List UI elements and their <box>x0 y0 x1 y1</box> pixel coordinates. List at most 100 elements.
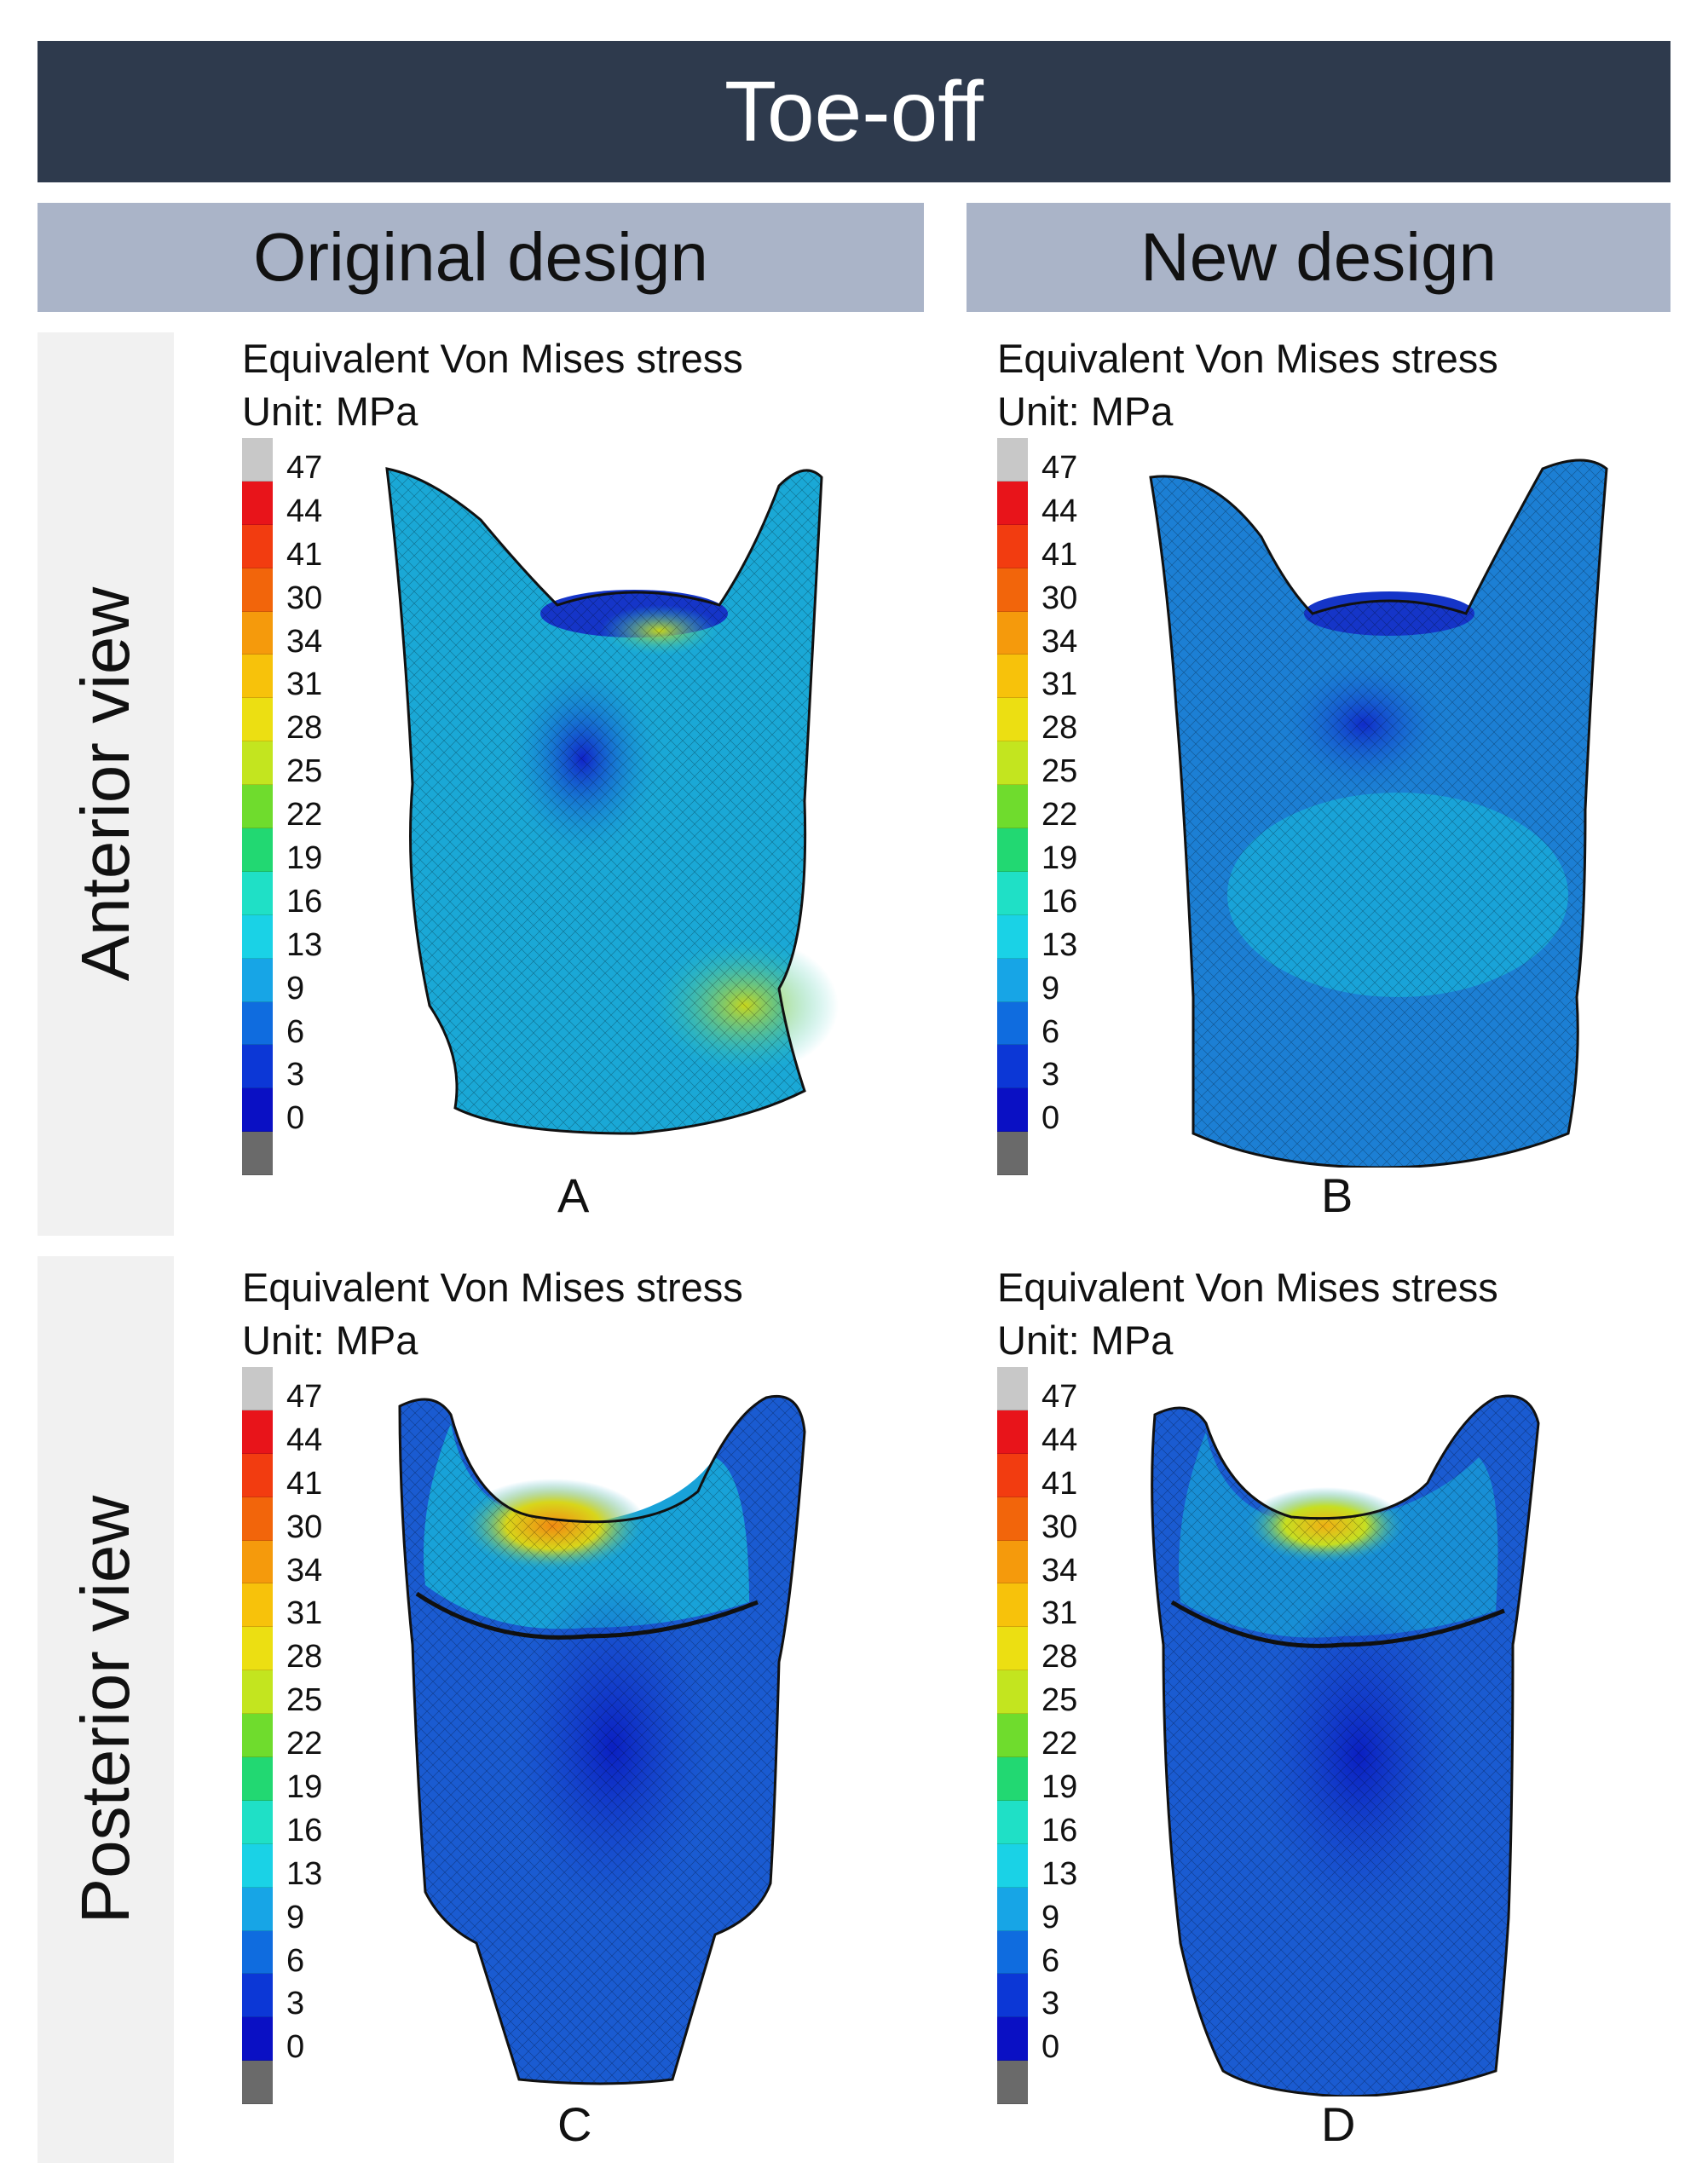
colorbar-tick-label: 44 <box>286 493 323 529</box>
stress-model-c <box>398 1394 806 2085</box>
colorbar-ticks: 47 44 41 30 34 31 28 25 22 19 16 13 9 6 3 0 <box>286 438 322 1140</box>
colorbar-segment <box>997 2061 1028 2105</box>
colorbar-segment <box>997 1974 1028 2018</box>
stress-model-d <box>1151 1394 1540 2096</box>
colorbar-tick-label: 34 <box>1042 1552 1078 1589</box>
legend-unit: Unit: MPa <box>997 389 1174 434</box>
colorbar-tick-label: 9 <box>1042 970 1060 1006</box>
colorbar-tick-label: 30 <box>286 580 323 616</box>
colorbar-segment <box>997 1757 1028 1801</box>
stress-model-b <box>1149 458 1608 1168</box>
colorbar-tick-label: 31 <box>286 666 323 703</box>
colorbar-tick-label: 25 <box>286 1682 323 1719</box>
colorbar-tick-label: 34 <box>286 623 323 660</box>
colorbar-segment <box>997 1088 1028 1133</box>
legend-title-block: Equivalent Von Mises stress Unit: MPa <box>997 332 1498 438</box>
colorbar-ticks: 47 44 41 30 34 31 28 25 22 19 16 13 9 6 3 0 <box>286 1367 322 2069</box>
colorbar-tick-label: 9 <box>1042 1899 1060 1935</box>
colorbar-segment <box>242 1453 273 1497</box>
colorbar-tick-label: 19 <box>286 1769 323 1806</box>
stress-model-a <box>385 467 839 1135</box>
colorbar-tick-label: 30 <box>286 1508 323 1545</box>
colorbar-tick-label: 3 <box>286 1057 305 1093</box>
colorbar-segment <box>997 481 1028 525</box>
colorbar-segment <box>997 438 1028 482</box>
colorbar-tick-label: 47 <box>286 1379 323 1415</box>
colorbar-segment <box>997 914 1028 959</box>
colorbar-tick-label: 3 <box>1042 1057 1060 1093</box>
colorbar-segment <box>242 958 273 1002</box>
colorbar-tick-label: 28 <box>1042 1639 1078 1675</box>
colorbar-segment <box>997 611 1028 655</box>
colorbar-tick-label: 6 <box>286 1013 305 1050</box>
colorbar-segment <box>997 741 1028 786</box>
colorbar-segment <box>242 1088 273 1133</box>
colorbar-segment <box>242 828 273 872</box>
colorbar-segment <box>997 2017 1028 2062</box>
colorbar-segment <box>242 1045 273 1089</box>
colorbar-segment <box>997 1540 1028 1584</box>
colorbar-segment <box>997 1453 1028 1497</box>
colorbar-segment <box>242 698 273 742</box>
colorbar-tick-label: 6 <box>1042 1942 1060 1979</box>
colorbar-segment <box>242 1583 273 1628</box>
colorbar <box>997 438 1028 1176</box>
colorbar-segment <box>997 1132 1028 1176</box>
colorbar-segment <box>997 1670 1028 1715</box>
colorbar-segment <box>242 2061 273 2105</box>
colorbar-ticks: 47 44 41 30 34 31 28 25 22 19 16 13 9 6 3 0 <box>1042 438 1077 1140</box>
colorbar-tick-label: 25 <box>286 753 323 790</box>
panel-d: Equivalent Von Mises stress Unit: MPa 47… <box>997 1261 1708 2165</box>
colorbar-segment <box>242 1001 273 1046</box>
legend-title-block: Equivalent Von Mises stress Unit: MPa <box>242 332 743 438</box>
legend-title: Equivalent Von Mises stress <box>242 336 743 381</box>
panel-b: Equivalent Von Mises stress Unit: MPa 47… <box>997 332 1708 1236</box>
colorbar-segment <box>242 655 273 699</box>
colorbar-tick-label: 6 <box>286 1942 305 1979</box>
legend-unit: Unit: MPa <box>242 1318 418 1363</box>
colorbar-tick-label: 22 <box>286 1726 323 1762</box>
colorbar-tick-label: 41 <box>1042 1465 1078 1502</box>
colorbar-tick-label: 16 <box>286 1812 323 1848</box>
colorbar-segment <box>242 1132 273 1176</box>
row-label-anterior-text: Anterior view <box>67 586 144 982</box>
row-label-posterior-text: Posterior view <box>67 1495 144 1924</box>
colorbar-tick-label: 31 <box>1042 1595 1078 1632</box>
colorbar-segment <box>242 1887 273 1931</box>
colorbar-segment <box>242 568 273 612</box>
colorbar-tick-label: 13 <box>286 926 323 963</box>
column-header-original: Original design <box>38 203 924 312</box>
legend-unit: Unit: MPa <box>242 389 418 434</box>
colorbar-segment <box>242 741 273 786</box>
colorbar-tick-label: 30 <box>1042 580 1078 616</box>
colorbar-segment <box>242 1930 273 1975</box>
colorbar-ticks: 47 44 41 30 34 31 28 25 22 19 16 13 9 6 3 0 <box>1042 1367 1077 2069</box>
colorbar-segment <box>997 1800 1028 1844</box>
colorbar-tick-label: 13 <box>1042 1855 1078 1892</box>
colorbar <box>242 1367 273 2105</box>
colorbar-segment <box>242 1714 273 1758</box>
colorbar-segment <box>242 1757 273 1801</box>
column-header-new: New design <box>967 203 1670 312</box>
colorbar-tick-label: 13 <box>286 1855 323 1892</box>
panel-c: Equivalent Von Mises stress Unit: MPa 47… <box>242 1261 992 2165</box>
colorbar-segment <box>997 1930 1028 1975</box>
colorbar-tick-label: 19 <box>286 840 323 877</box>
colorbar-tick-label: 41 <box>1042 536 1078 573</box>
colorbar-tick-label: 41 <box>286 536 323 573</box>
column-header-new-label: New design <box>1140 219 1497 295</box>
colorbar-tick-label: 0 <box>286 1100 305 1137</box>
colorbar-tick-label: 25 <box>1042 1682 1078 1719</box>
colorbar-tick-label: 9 <box>286 1899 305 1935</box>
colorbar-tick-label: 41 <box>286 1465 323 1502</box>
colorbar-segment <box>242 1540 273 1584</box>
colorbar-segment <box>242 1367 273 1410</box>
title-bar: Toe-off <box>38 41 1670 182</box>
colorbar-segment <box>242 785 273 829</box>
panel-label-c: C <box>557 2097 592 2151</box>
colorbar-segment <box>997 1001 1028 1046</box>
colorbar-segment <box>242 1800 273 1844</box>
colorbar-tick-label: 22 <box>286 797 323 833</box>
colorbar-segment <box>242 1410 273 1454</box>
colorbar-tick-label: 47 <box>1042 1379 1078 1415</box>
